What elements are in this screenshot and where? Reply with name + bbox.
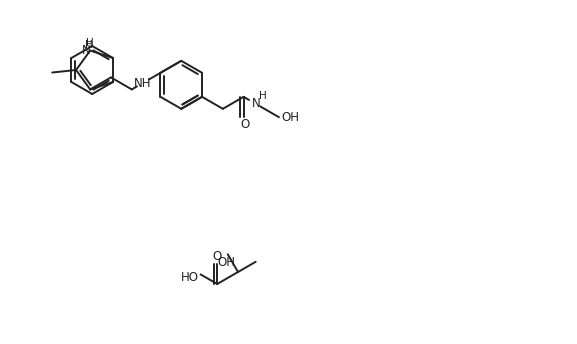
Text: O: O <box>240 118 249 131</box>
Text: H: H <box>259 92 267 101</box>
Text: N: N <box>82 44 91 57</box>
Text: H: H <box>85 40 93 50</box>
Text: N: N <box>252 97 260 110</box>
Text: NH: NH <box>133 77 151 90</box>
Text: OH: OH <box>281 111 299 124</box>
Text: H: H <box>87 37 94 47</box>
Text: O: O <box>212 250 222 263</box>
Text: HO: HO <box>181 271 198 284</box>
Text: OH: OH <box>218 256 236 269</box>
